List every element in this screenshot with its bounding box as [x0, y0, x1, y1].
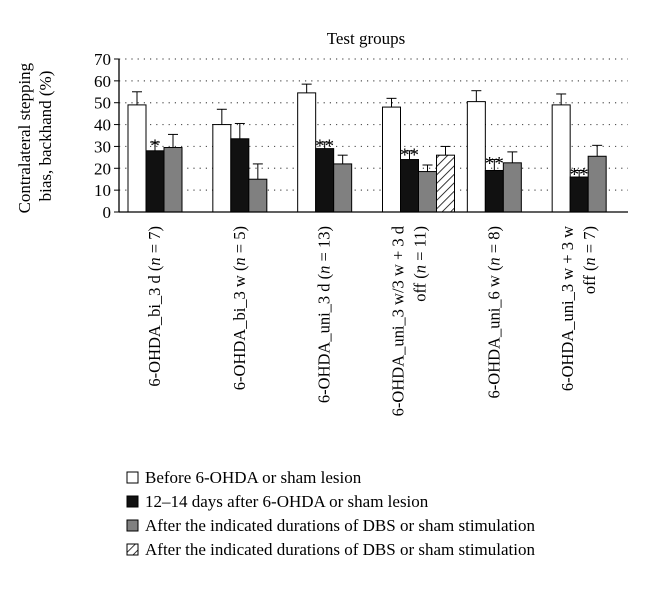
y-tick-label: 60 [94, 72, 111, 91]
bar-series-1 [297, 92, 317, 213]
bar-series-4 [436, 154, 455, 213]
x-tick-label-line: 6-OHDA_uni_6 w (n = 8) [484, 226, 503, 398]
x-tick-label: 6-OHDA_uni_3 w + 3 w off (n = 7) [558, 226, 599, 391]
x-tick-label-line: off (n = 7) [580, 226, 599, 294]
legend-swatch [126, 495, 139, 508]
legend-item: 12–14 days after 6-OHDA or sham lesion [126, 492, 429, 511]
x-tick-label-line: 6-OHDA_uni_3 d (n = 13) [315, 226, 334, 403]
bar-series-1 [551, 104, 571, 213]
significance-marker: ** [315, 136, 334, 157]
legend-swatch [126, 543, 139, 556]
x-tick-labels: 6-OHDA_bi_3 d (n = 7)6-OHDA_bi_3 w (n = … [145, 225, 599, 416]
label-count: = 7) [145, 226, 164, 257]
bar-series-3 [333, 163, 353, 213]
chart-title: Test groups [327, 29, 406, 48]
x-tick-label: 6-OHDA_uni_6 w (n = 8) [484, 226, 503, 398]
y-tick-label: 50 [94, 94, 111, 113]
bars: * ** ** **** [127, 83, 607, 213]
y-tick-label: 10 [94, 181, 111, 200]
label-count: = 13) [315, 226, 334, 266]
bar-series-2 [400, 159, 419, 213]
label-n: n [315, 266, 334, 274]
legend-swatch [126, 471, 139, 484]
x-tick-label-line: 6-OHDA_bi_3 w (n = 5) [230, 226, 249, 390]
y-tick-label: 0 [103, 203, 112, 222]
gridlines [119, 58, 628, 191]
y-tick-label: 40 [94, 116, 111, 135]
bar-series-3 [418, 171, 437, 213]
label-n: n [580, 257, 599, 265]
y-axis-label: Contralateral stepping bias, backhand (%… [15, 59, 55, 214]
bar-series-3 [163, 147, 183, 213]
bar-series-2 [145, 150, 165, 213]
label-count: = 8) [484, 226, 503, 257]
x-tick-label: 6-OHDA_bi_3 d (n = 7) [145, 226, 164, 387]
bar-series-1 [466, 101, 486, 213]
y-tick-label: 20 [94, 159, 111, 178]
label-count: = 5) [230, 226, 249, 257]
label-text: 6-OHDA_uni_6 w ( [484, 266, 503, 399]
x-tick-label: 6-OHDA_bi_3 w (n = 5) [230, 226, 249, 390]
x-tick-label: 6-OHDA_uni_3 d (n = 13) [315, 226, 334, 403]
significance-marker: ** [485, 154, 504, 175]
x-tick-label-line: 6-OHDA_bi_3 d (n = 7) [145, 226, 164, 387]
significance-marker: * [150, 136, 160, 157]
bar-series-3 [248, 178, 268, 213]
label-text: 6-OHDA_bi_3 w ( [230, 266, 249, 391]
x-tick-label-line: off (n = 11) [411, 226, 430, 302]
label-text: 6-OHDA_uni_3 w/3 w + 3 d [389, 225, 408, 416]
legend: Before 6-OHDA or sham lesion 12–14 days a… [126, 468, 535, 559]
legend-label: After the indicated durations of DBS or … [145, 516, 535, 535]
significance-marker: ** [570, 164, 589, 185]
y-axis-label-line-2: bias, backhand (%) [36, 71, 55, 202]
label-text: off ( [411, 273, 430, 302]
y-tick-label: 70 [94, 50, 111, 69]
bar-series-2 [230, 138, 250, 213]
label-n: n [145, 257, 164, 265]
legend-label: Before 6-OHDA or sham lesion [145, 468, 362, 487]
legend-label: 12–14 days after 6-OHDA or sham lesion [145, 492, 429, 511]
bar-series-3 [587, 155, 607, 213]
y-tick-label: 30 [94, 137, 111, 156]
label-text: 6-OHDA_bi_3 d ( [145, 266, 164, 387]
significance-marker: ** [400, 145, 419, 166]
bar-series-2 [484, 169, 504, 213]
label-text: 6-OHDA_uni_3 d ( [315, 274, 334, 403]
legend-item: After the indicated durations of DBS or … [126, 540, 535, 559]
label-count: = 11) [411, 226, 430, 265]
label-text: 6-OHDA_uni_3 w + 3 w [558, 226, 577, 391]
legend-label: After the indicated durations of DBS or … [145, 540, 535, 559]
label-count: = 7) [580, 226, 599, 257]
bar-series-1 [212, 124, 232, 213]
x-tick-label-line: 6-OHDA_uni_3 w/3 w + 3 d [389, 225, 408, 416]
legend-item: After the indicated durations of DBS or … [126, 516, 535, 535]
bar-series-3 [502, 162, 522, 213]
axes: 0 10 20 30 40 50 60 70 [94, 50, 628, 222]
legend-item: Before 6-OHDA or sham lesion [126, 468, 362, 487]
label-n: n [230, 257, 249, 265]
label-n: n [484, 257, 503, 265]
legend-swatch [126, 519, 139, 532]
label-n: n [411, 265, 430, 273]
bar-series-1 [382, 106, 401, 213]
bar-series-2 [315, 148, 335, 213]
label-text: off ( [580, 266, 599, 295]
y-axis-label-line-1: Contralateral stepping [15, 62, 34, 213]
x-tick-label: 6-OHDA_uni_3 w/3 w + 3 d off (n = 11) [389, 225, 430, 416]
x-tick-label-line: 6-OHDA_uni_3 w + 3 w [558, 226, 577, 391]
bar-series-1 [127, 104, 147, 213]
